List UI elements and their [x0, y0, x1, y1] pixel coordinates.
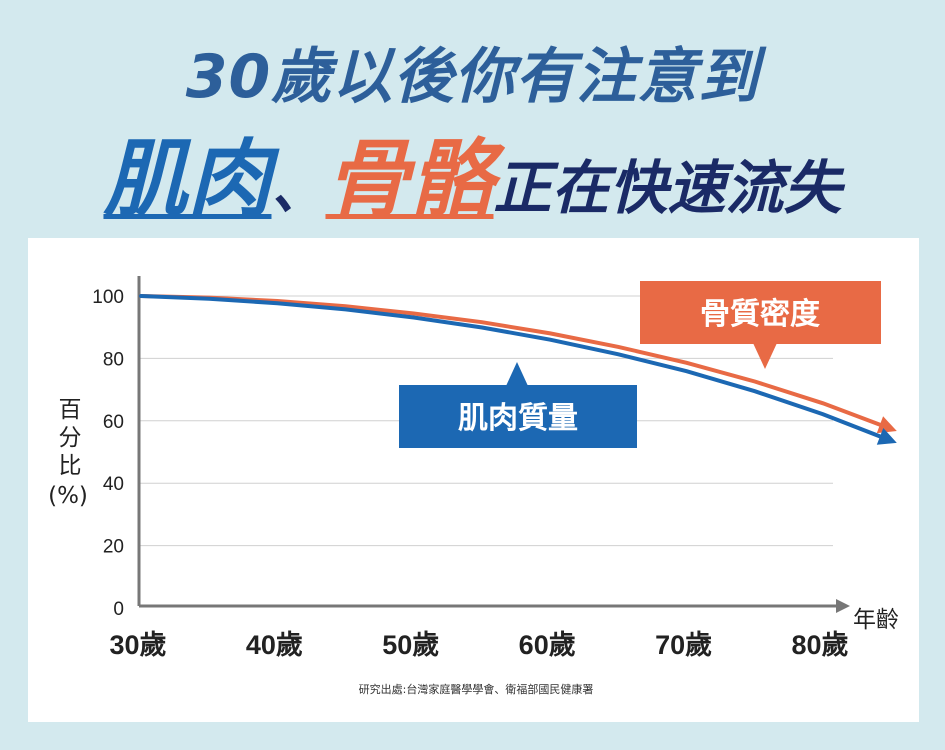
muscle-mass-callout: 肌肉質量 [399, 362, 637, 448]
x-tick-label-40: 40歲 [246, 630, 303, 660]
x-tick-label-50: 50歲 [382, 630, 439, 660]
y-tick-labels: 0 20 40 60 80 100 [92, 287, 124, 620]
headline-bone: 骨骼 [325, 130, 494, 228]
y-tick-label-20: 20 [103, 537, 124, 558]
series-line-1 [139, 294, 894, 431]
muscle-mass-callout-label: 肌肉質量 [458, 401, 578, 436]
bone-density-callout: 骨質密度 [640, 281, 881, 369]
muscle-mass-callout-box [399, 385, 637, 448]
x-tick-labels: 30歲 40歲 50歲 60歲 70歲 80歲 [109, 630, 848, 660]
ylabel-char-2: 分 [59, 425, 82, 451]
x-tick-label-80: 80歲 [791, 630, 848, 660]
muscle-mass-callout-pointer [506, 362, 528, 386]
chart-svg: 0 20 40 60 80 100 30歲 40歲 50歲 60歲 70歲 80歲 百 分 比 (%… [48, 276, 899, 696]
x-tick-label-30: 30歲 [109, 630, 166, 660]
ylabel-char-1: 百 [59, 397, 82, 423]
bone-density-callout-pointer [753, 343, 777, 369]
headline-rest: 正在快速流失 [493, 154, 842, 222]
y-tick-label-60: 60 [103, 412, 124, 433]
axes [137, 276, 850, 613]
x-tick-label-60: 60歲 [519, 630, 576, 660]
chart-panel: 0 20 40 60 80 100 30歲 40歲 50歲 60歲 70歲 80歲 百 分 比 (%… [28, 238, 919, 722]
y-tick-label-40: 40 [103, 474, 124, 495]
headline-line-1: 30歲以後你有注意到 [185, 42, 760, 112]
headline-separator: 、 [271, 158, 326, 221]
y-tick-label-0: 0 [113, 599, 124, 620]
ylabel-char-3: 比 [59, 453, 82, 479]
series-line-2 [139, 294, 894, 443]
bone-density-callout-box [640, 281, 881, 344]
source-note: 研究出處:台灣家庭醫學學會、衛福部國民健康署 [359, 682, 594, 696]
series-arrowhead-2 [876, 428, 897, 445]
headline-line-2: 肌肉、骨骼正在快速流失 [0, 112, 945, 233]
ylabel-unit: (%) [48, 483, 88, 509]
y-tick-label-80: 80 [103, 349, 124, 370]
x-axis-arrowhead [836, 599, 850, 613]
x-axis-title: 年齡 [853, 607, 899, 633]
series-lines [139, 294, 897, 445]
y-axis-title: 百 分 比 (%) [48, 397, 88, 509]
bone-density-callout-label: 骨質密度 [700, 297, 820, 332]
series-arrowhead-1 [876, 416, 897, 434]
headline-muscle: 肌肉 [103, 130, 272, 228]
y-tick-label-100: 100 [92, 287, 124, 308]
x-tick-label-70: 70歲 [655, 630, 712, 660]
